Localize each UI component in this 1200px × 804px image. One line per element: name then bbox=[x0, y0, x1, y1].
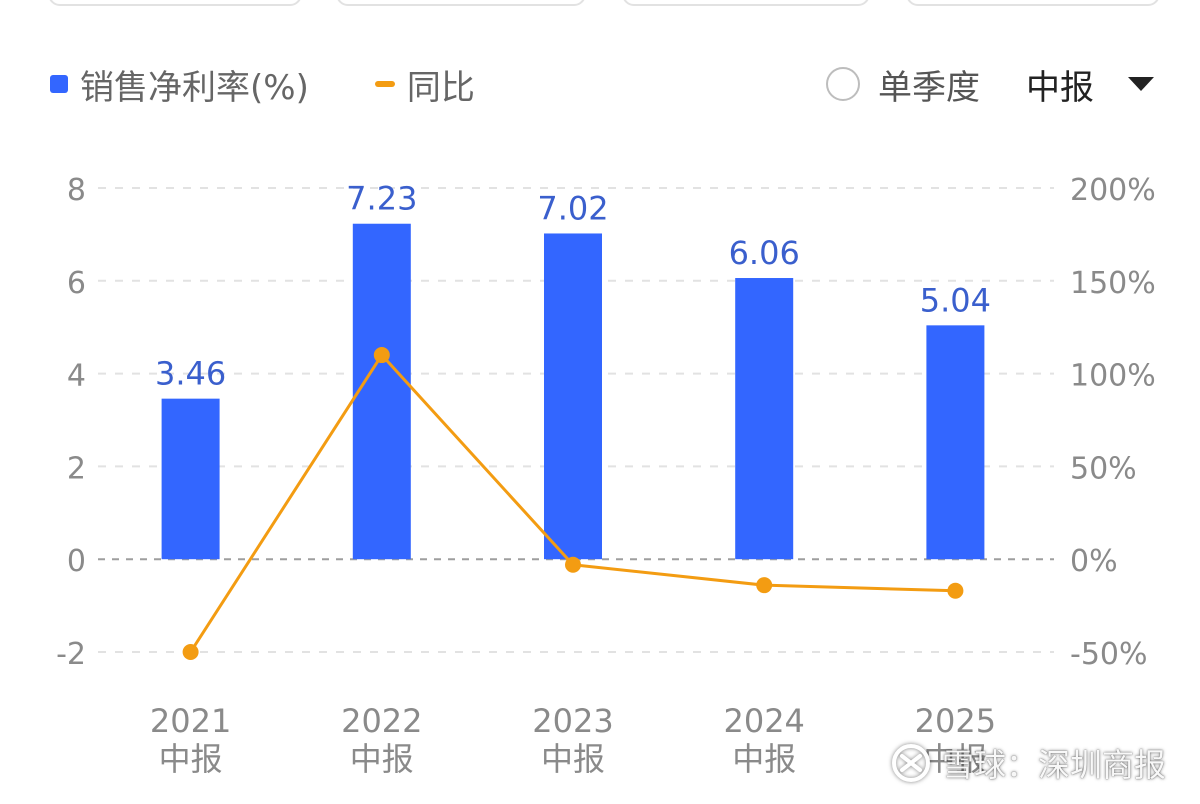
y-left-tick-label: 4 bbox=[67, 359, 86, 394]
bar-value-label: 3.46 bbox=[155, 355, 226, 393]
legend-bar-swatch bbox=[50, 75, 68, 93]
x-tick-label: 2023 中报 bbox=[532, 702, 613, 778]
period-dropdown[interactable]: 中报 bbox=[1026, 60, 1154, 109]
x-tick-label: 2022 中报 bbox=[341, 702, 422, 778]
yoy-point bbox=[756, 577, 773, 594]
top-tab-strip bbox=[0, 0, 1200, 20]
y-right-tick-label: 0% bbox=[1070, 544, 1118, 579]
y-left-tick-label: 0 bbox=[67, 544, 86, 579]
yoy-point bbox=[565, 556, 581, 573]
x-tick-label: 2024 中报 bbox=[723, 702, 804, 778]
legend-line-label: 同比 bbox=[406, 67, 475, 108]
bar bbox=[352, 223, 411, 560]
yoy-point bbox=[947, 582, 964, 599]
watermark: 雪球：深圳商报 bbox=[890, 740, 1166, 786]
bar bbox=[161, 398, 220, 560]
y-right-tick-label: 100% bbox=[1070, 359, 1156, 394]
legend-item-net-margin[interactable]: 销售净利率(%) bbox=[50, 60, 309, 109]
bar-value-label: 7.02 bbox=[537, 189, 608, 227]
y-left-tick-label: 6 bbox=[67, 266, 86, 301]
single-quarter-radio[interactable] bbox=[826, 67, 860, 101]
single-quarter-label: 单季度 bbox=[878, 67, 980, 108]
y-right-tick-label: 200% bbox=[1070, 173, 1156, 208]
bar-value-label: 5.04 bbox=[920, 281, 991, 319]
yoy-point bbox=[182, 644, 199, 660]
y-left-tick-label: 8 bbox=[67, 173, 86, 208]
chart-legend: 销售净利率(%) 同比 bbox=[50, 58, 475, 110]
y-left-tick-label: -2 bbox=[56, 637, 86, 672]
bar bbox=[735, 278, 794, 560]
caret-down-icon bbox=[1128, 77, 1154, 91]
chart-controls: 单季度 中报 bbox=[826, 58, 1154, 110]
y-right-tick-label: -50% bbox=[1070, 637, 1148, 672]
y-left-tick-label: 2 bbox=[67, 451, 86, 486]
yoy-point bbox=[373, 347, 390, 364]
legend-line-swatch bbox=[374, 81, 395, 87]
x-tick-label: 2021 中报 bbox=[150, 702, 231, 778]
snowball-logo-icon bbox=[891, 744, 930, 782]
legend-bar-label: 销售净利率(%) bbox=[80, 67, 309, 108]
period-dropdown-value: 中报 bbox=[1026, 67, 1094, 108]
bar-value-label: 7.23 bbox=[346, 180, 417, 218]
watermark-text: 雪球：深圳商报 bbox=[941, 746, 1166, 784]
y-right-tick-label: 150% bbox=[1070, 266, 1156, 301]
y-right-tick-label: 50% bbox=[1070, 451, 1137, 486]
bar bbox=[926, 325, 985, 560]
x-tick-label: 2025 中报 bbox=[915, 702, 996, 778]
bar bbox=[544, 233, 602, 560]
bar-value-label: 6.06 bbox=[729, 234, 800, 272]
legend-item-yoy[interactable]: 同比 bbox=[374, 60, 475, 109]
